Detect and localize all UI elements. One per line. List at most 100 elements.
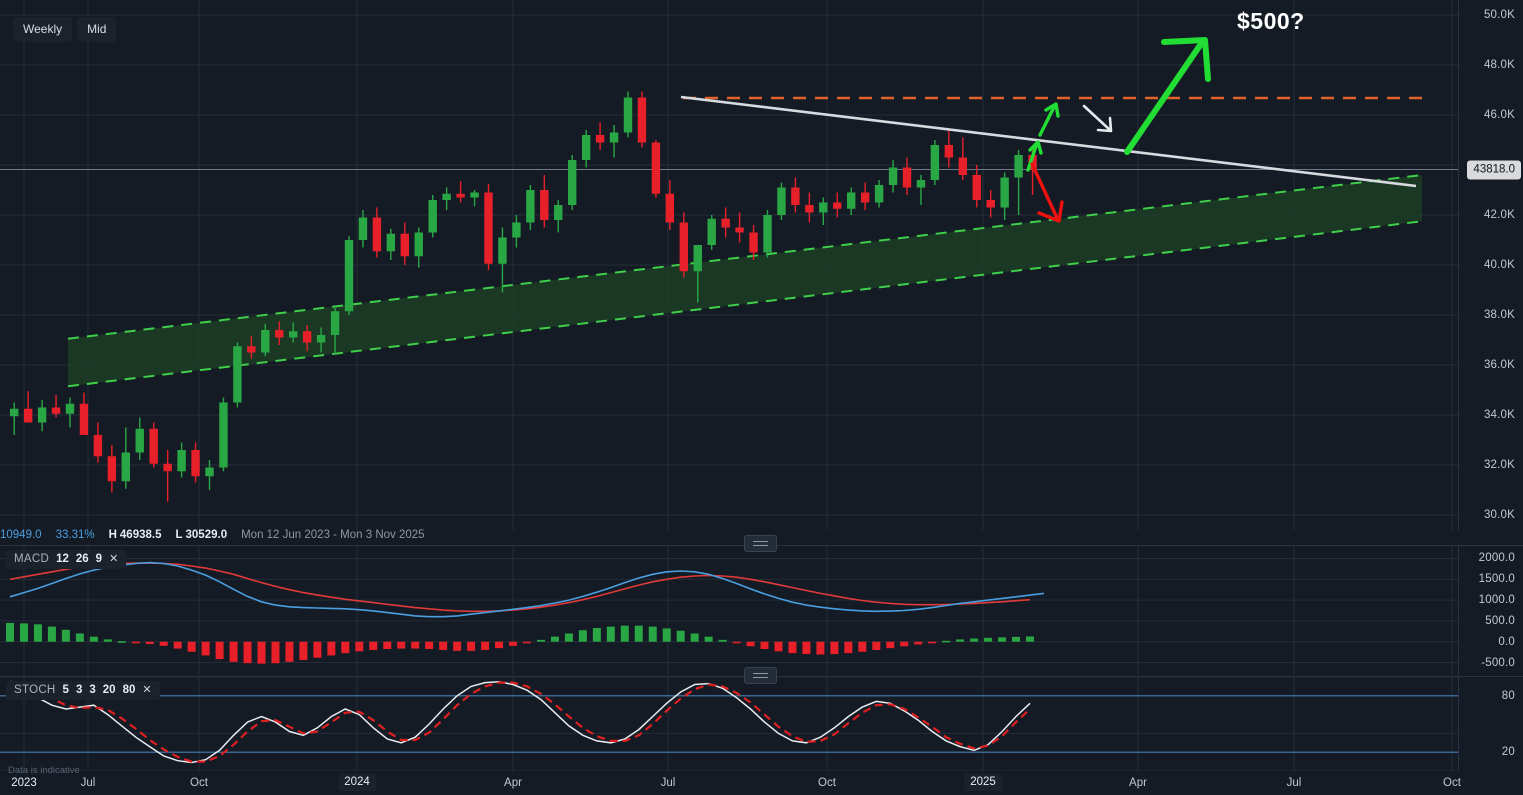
price-plot-area[interactable]: [0, 0, 1458, 530]
price-pane[interactable]: 50.0K 48.0K 46.0K 42.0K 40.0K 38.0K 36.0K 34.0K…: [0, 0, 1523, 530]
macd-plot-area[interactable]: [0, 546, 1458, 675]
candle-body: [344, 240, 354, 312]
candle-body: [595, 135, 605, 143]
time-axis-label: Jul: [80, 777, 96, 789]
candle-body: [791, 187, 800, 205]
macd-axis-tick: 500.0: [1485, 614, 1515, 627]
time-axis-label: Apr: [504, 777, 522, 789]
candle-body: [10, 408, 19, 417]
candle-body: [470, 192, 479, 198]
macd-pane[interactable]: 2000.0 1500.0 1000.0 500.0 0.0 -500.0 MACD 12…: [0, 546, 1523, 675]
macd-resize-grip[interactable]: [744, 535, 777, 552]
candle-body: [247, 346, 256, 353]
candle-body: [972, 175, 981, 200]
macd-param-fast: 12: [56, 553, 69, 565]
candle-body: [302, 331, 312, 343]
stoch-legend[interactable]: STOCH 5 3 3 20 80 ✕: [6, 681, 160, 700]
stoch-axis-tick: 80: [1501, 689, 1515, 702]
candle-body: [986, 200, 995, 208]
date-range: Mon 12 Jun 2023 - Mon 3 Nov 2025: [241, 529, 425, 541]
macd-axis[interactable]: 2000.0 1500.0 1000.0 500.0 0.0 -500.0: [1458, 546, 1523, 675]
macd-param-signal: 9: [95, 553, 103, 565]
candle-body: [930, 145, 940, 180]
stoch-resize-grip[interactable]: [744, 667, 777, 684]
candle-body: [819, 202, 828, 213]
macd-axis-tick: 2000.0: [1478, 552, 1515, 565]
macd-signal-line: [9, 562, 1031, 613]
candle-body: [526, 190, 535, 223]
time-axis-label: Jul: [1286, 777, 1302, 789]
candle-body: [581, 135, 591, 160]
period-high-value: 46938.5: [119, 529, 162, 541]
candle-body: [107, 456, 117, 482]
candle-body: [540, 190, 549, 220]
stoch-axis[interactable]: 80 20: [1458, 677, 1523, 771]
stoch-param-overbought: 80: [122, 684, 136, 696]
time-axis[interactable]: 2023 Jul Oct 2024 Apr Jul Oct 2025 Apr Jul Oct: [0, 771, 1523, 795]
candle-body: [484, 192, 493, 264]
candle-body: [847, 192, 856, 209]
candle-body: [805, 205, 814, 213]
chart-toolbar: Weekly Mid: [13, 17, 117, 42]
candle-body: [749, 232, 758, 253]
candle-body: [902, 167, 912, 188]
stoch-close-icon[interactable]: ✕: [142, 683, 152, 696]
period-high: H 46938.5: [109, 529, 162, 541]
candle-body: [860, 192, 870, 203]
price-type-button[interactable]: Mid: [77, 17, 117, 42]
macd-close-icon[interactable]: ✕: [109, 552, 119, 565]
candle-body: [568, 160, 577, 205]
price-axis-tick: 36.0K: [1483, 359, 1515, 371]
macd-canvas: [0, 546, 1458, 675]
price-info-bar: 10949.0 33.31% H 46938.5 L 30529.0 Mon 12 …: [0, 525, 1458, 545]
candle-body: [554, 205, 563, 220]
price-axis-tick: 42.0K: [1483, 209, 1515, 221]
stoch-param-smooth: 3: [89, 684, 96, 696]
price-axis-tick: 48.0K: [1483, 59, 1515, 71]
candle-body: [498, 237, 507, 264]
price-canvas: [0, 0, 1458, 530]
candle-body: [707, 218, 716, 245]
time-axis-label: 2025: [964, 774, 1002, 791]
candle-body: [219, 402, 228, 468]
candle-body: [191, 450, 200, 477]
candle-body: [651, 142, 661, 194]
price-axis-tick: 40.0K: [1483, 259, 1515, 271]
time-axis-label: 2024: [338, 774, 376, 791]
change-percent: 33.31%: [55, 529, 95, 541]
stoch-plot-area[interactable]: [0, 677, 1458, 771]
time-axis-label: 2023: [11, 777, 37, 789]
candle-body: [135, 428, 144, 453]
candle-body: [428, 200, 437, 233]
macd-legend[interactable]: MACD 12 26 9 ✕: [6, 550, 127, 569]
candle-body: [679, 222, 688, 272]
price-axis-tick: 30.0K: [1483, 509, 1515, 521]
candle-body: [916, 180, 926, 188]
time-axis-label: Oct: [1443, 777, 1461, 789]
time-axis-label: Jul: [660, 777, 676, 789]
candle-body: [1000, 177, 1009, 208]
candle-body: [163, 463, 172, 472]
stoch-param-d: 3: [75, 684, 83, 696]
period-low-label: L: [175, 529, 183, 541]
macd-axis-tick: 1000.0: [1478, 594, 1515, 607]
candle-body: [721, 218, 730, 228]
candle-body: [763, 215, 772, 253]
candle-body: [944, 145, 954, 158]
time-axis-label: Oct: [818, 777, 836, 789]
stoch-d-line: [9, 680, 1031, 763]
candle-body: [1028, 155, 1037, 170]
macd-name: MACD: [14, 553, 50, 565]
timeframe-button[interactable]: Weekly: [13, 17, 73, 42]
price-axis[interactable]: 50.0K 48.0K 46.0K 42.0K 40.0K 38.0K 36.0K 34.0K…: [1458, 0, 1523, 530]
price-axis-tick: 46.0K: [1483, 109, 1515, 121]
candle-body: [665, 193, 675, 223]
candle-body: [51, 407, 61, 414]
stoch-name: STOCH: [14, 684, 56, 696]
candle-body: [735, 227, 744, 233]
candle-body: [316, 335, 326, 343]
stoch-pane[interactable]: 80 20 STOCH 5 3 3 20 80 ✕: [0, 677, 1523, 771]
candle-body: [261, 330, 270, 353]
period-low-value: 30529.0: [185, 529, 228, 541]
